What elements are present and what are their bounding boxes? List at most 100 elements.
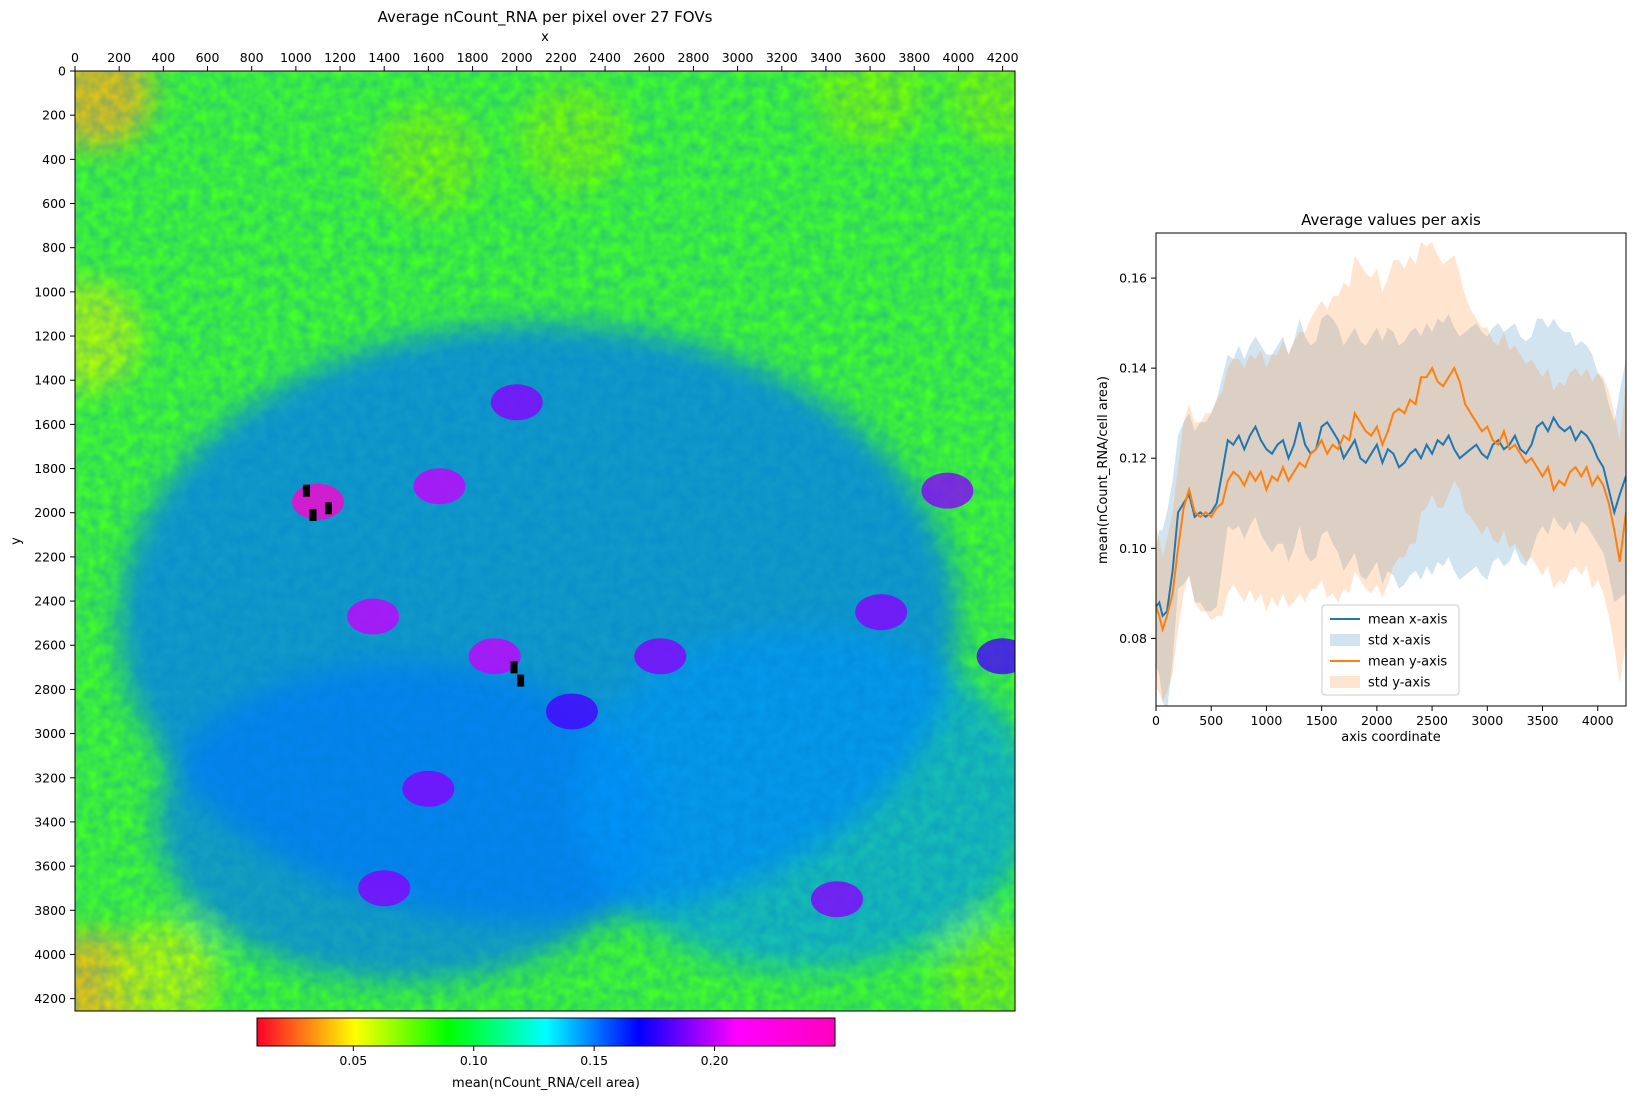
heatmap-hot-spot [413,468,466,505]
line-y-tick-label: 0.12 [1119,451,1147,466]
line-frame [1155,232,1627,707]
heatmap-y-tick-label: 600 [42,196,66,211]
legend-patch-swatch [1330,634,1360,646]
heatmap-texture [75,71,1015,1011]
heatmap-x-tick-label: 3200 [766,50,798,65]
legend-items: mean x-axis std x-axis mean y-axis std y-ax… [1330,613,1448,691]
std-x-axis-band [1156,314,1626,706]
heatmap-y-tick-label: 2000 [34,505,66,520]
heatmap-x-tick-label: 4200 [987,50,1019,65]
heatmap-x-tick-label: 2200 [545,50,577,65]
line-plot-area [1156,242,1626,706]
heatmap-x-tick-label: 600 [196,50,220,65]
line-y-ticks: 0.08 0.10 0.12 0.14 0.16 [1119,271,1156,646]
std-y-axis-band [1156,242,1626,702]
line-x-tick-label: 4000 [1582,713,1614,728]
line-y-tick-label: 0.10 [1119,541,1147,556]
heatmap-hot-spot [490,384,543,421]
heatmap-y-tick-label: 1800 [34,461,66,476]
line-panel: Average values per axis 0 500 1000 1500 2000… [1096,211,1627,745]
colorbar: 0.05 0.10 0.15 0.20 mean(nCount_RNA/cell ar… [256,1017,836,1091]
line-x-tick-label: 2500 [1416,713,1448,728]
heatmap-y-label: y [9,537,24,545]
line-y-tick-label: 0.14 [1119,361,1147,376]
colorbar-tick-label: 0.20 [701,1053,729,1068]
heatmap-hot-spot [545,693,598,730]
legend-label: mean y-axis [1368,655,1447,670]
heatmap-title: Average nCount_RNA per pixel over 27 FOV… [378,8,713,27]
heatmap-frame [74,70,1016,1012]
heatmap-hot-spot [634,638,687,675]
heatmap-x-tick-label: 800 [240,50,264,65]
line-x-tick-label: 0 [1152,713,1160,728]
heatmap-y-tick-label: 3400 [34,814,66,829]
heatmap-panel: Average nCount_RNA per pixel over 27 FOV… [9,8,1019,1091]
heatmap-y-tick-label: 2800 [34,682,66,697]
heatmap-hot-spot [291,483,344,520]
line-y-tick-label: 0.08 [1119,631,1147,646]
heatmap-y-tick-label: 1000 [34,284,66,299]
heatmap-y-tick-label: 400 [42,152,66,167]
heatmap-y-tick-label: 1400 [34,373,66,388]
heatmap-y-tick-label: 3800 [34,903,66,918]
heatmap-x-tick-label: 2600 [633,50,665,65]
heatmap-y-tick-label: 1600 [34,417,66,432]
heatmap-x-tick-label: 0 [71,50,79,65]
heatmap-y-tick-label: 2600 [34,638,66,653]
line-x-tick-label: 1000 [1251,713,1283,728]
heatmap-x-tick-label: 1200 [324,50,356,65]
line-x-tick-label: 1500 [1306,713,1338,728]
line-x-tick-label: 3500 [1527,713,1559,728]
line-x-tick-label: 3000 [1471,713,1503,728]
heatmap-y-tick-label: 3600 [34,859,66,874]
mean-y-axis-line [1156,365,1626,634]
heatmap-x-tick-label: 3600 [854,50,886,65]
heatmap-hot-spot [976,638,1015,675]
heatmap-y-tick-label: 2400 [34,594,66,609]
heatmap-x-label: x [541,30,549,45]
heatmap-x-tick-label: 2400 [589,50,621,65]
line-y-tick-label: 0.16 [1119,271,1147,286]
heatmap-missing-pixel [302,484,310,497]
heatmap-x-tick-label: 1800 [457,50,489,65]
heatmap-hot-spot [855,594,908,631]
heatmap-x-tick-label: 3800 [898,50,930,65]
line-x-tick-label: 2000 [1361,713,1393,728]
colorbar-label: mean(nCount_RNA/cell area) [452,1076,640,1091]
legend-label: std x-axis [1368,634,1431,649]
heatmap-x-tick-label: 200 [107,50,131,65]
heatmap-missing-pixel [324,502,332,515]
heatmap-y-tick-label: 4200 [34,991,66,1006]
heatmap-y-tick-label: 3000 [34,726,66,741]
colorbar-gradient [256,1017,836,1047]
heatmap-y-tick-label: 4000 [34,947,66,962]
colorbar-ticks: 0.05 0.10 0.15 0.20 [339,1046,729,1068]
legend-box [1321,604,1460,696]
heatmap-missing-pixel [517,674,525,687]
heatmap-hot-spot [347,598,400,635]
heatmap-hot-spot [921,472,974,509]
legend-patch-swatch [1330,676,1360,688]
colorbar-tick-label: 0.10 [460,1053,488,1068]
colorbar-tick-label: 0.05 [339,1053,367,1068]
heatmap-y-tick-label: 800 [42,240,66,255]
heatmap-y-tick-label: 2200 [34,549,66,564]
heatmap-x-tick-label: 2000 [501,50,533,65]
heatmap-missing-pixels [302,484,525,687]
line-x-ticks: 0 500 1000 1500 2000 2500 3000 3500 4000 [1152,706,1614,728]
line-x-tick-label: 500 [1199,713,1223,728]
heatmap-hot-spot [468,638,521,675]
heatmap-y-ticks: 0 200 400 600 800 1000 1200 1400 1600 1800 2000 220… [34,64,75,1006]
legend-label: std y-axis [1368,676,1431,691]
heatmap-y-tick-label: 0 [58,64,66,79]
heatmap-missing-pixel [510,661,518,674]
heatmap-y-tick-label: 200 [42,108,66,123]
line-y-label: mean(nCount_RNA/cell area) [1096,376,1111,564]
line-x-label: axis coordinate [1341,730,1441,745]
legend-label: mean x-axis [1368,613,1448,628]
heatmap-x-tick-label: 1000 [280,50,312,65]
heatmap-x-ticks: 0 200 400 600 800 1000 1200 1400 1600 1800 2000 220… [71,50,1019,71]
heatmap-x-tick-label: 1600 [412,50,444,65]
legend: mean x-axis std x-axis mean y-axis std y-ax… [1321,604,1460,696]
